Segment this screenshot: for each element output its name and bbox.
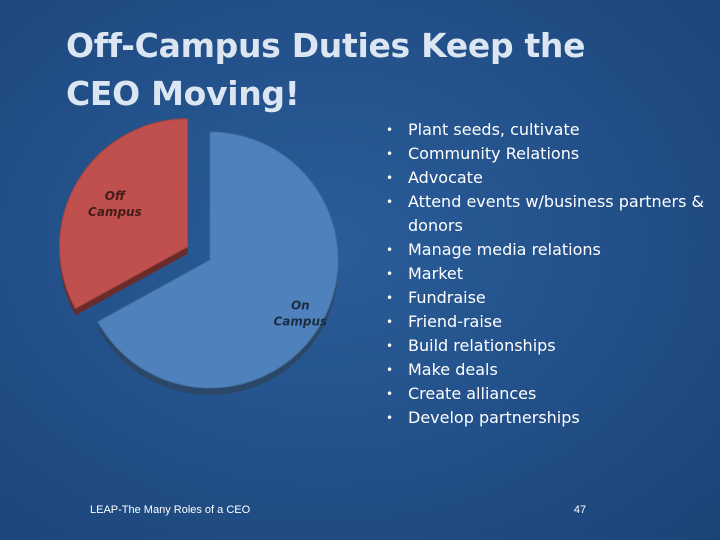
bullet-text: Friend-raise bbox=[408, 312, 502, 331]
bullet-text: Plant seeds, cultivate bbox=[408, 120, 580, 139]
pie-labels: Off Campus On Campus bbox=[88, 189, 327, 329]
bullet-text: Create alliances bbox=[408, 384, 537, 403]
bullet-text: Advocate bbox=[408, 168, 483, 187]
page-number: 47 bbox=[573, 504, 587, 516]
bullet-item: • Create alliances bbox=[384, 382, 714, 406]
bullet-dot: • bbox=[386, 147, 394, 161]
bullet-list: • Plant seeds, cultivate • Community Relati… bbox=[384, 118, 714, 430]
bullet-dot: • bbox=[386, 291, 394, 305]
bullet-dot: • bbox=[386, 171, 394, 185]
pie-label-on-campus: On Campus bbox=[273, 298, 327, 328]
bullet-dot: • bbox=[386, 363, 394, 377]
bullet-item: • Develop partnerships bbox=[384, 406, 714, 430]
bullet-text: Build relationships bbox=[408, 336, 556, 355]
pie-label-off-campus: Off Campus bbox=[88, 189, 142, 219]
bullet-text: Community Relations bbox=[408, 144, 580, 163]
bullet-text: Market bbox=[408, 264, 463, 283]
bullet-item: • Friend-raise bbox=[384, 310, 714, 334]
bullet-dot: • bbox=[386, 267, 394, 281]
footer-text: LEAP-The Many Roles of a CEO bbox=[90, 504, 251, 516]
bullet-dot: • bbox=[386, 387, 394, 401]
bullet-item: • Build relationships bbox=[384, 334, 714, 358]
bullet-text: Fundraise bbox=[408, 288, 486, 307]
bullet-text: Manage media relations bbox=[408, 240, 601, 259]
bullet-item: • Manage media relations bbox=[384, 238, 714, 262]
bullet-dot: • bbox=[386, 243, 394, 257]
bullet-dot: • bbox=[386, 411, 394, 425]
bullet-item: • Plant seeds, cultivate bbox=[384, 118, 714, 142]
bullet-item: • Market bbox=[384, 262, 714, 286]
bullet-item: • Attend events w/business partners & don… bbox=[384, 190, 714, 238]
bullet-item: • Advocate bbox=[384, 166, 714, 190]
bullet-item: • Make deals bbox=[384, 358, 714, 382]
bullet-dot: • bbox=[386, 123, 394, 137]
bullet-dot: • bbox=[386, 339, 394, 353]
bullet-text: Make deals bbox=[408, 360, 498, 379]
pie-slice-on-campus bbox=[97, 131, 339, 389]
bullet-dot: • bbox=[386, 195, 394, 209]
bullet-text: Attend events w/business partners & dono… bbox=[408, 192, 704, 235]
bullet-dot: • bbox=[386, 315, 394, 329]
bullet-item: • Fundraise bbox=[384, 286, 714, 310]
pie-slice-off-campus bbox=[59, 118, 189, 310]
pie-slices bbox=[59, 118, 339, 395]
bullet-item: • Community Relations bbox=[384, 142, 714, 166]
slide-title: Off-Campus Duties Keep the CEO Moving! bbox=[66, 26, 586, 113]
bullet-text: Develop partnerships bbox=[408, 408, 580, 427]
